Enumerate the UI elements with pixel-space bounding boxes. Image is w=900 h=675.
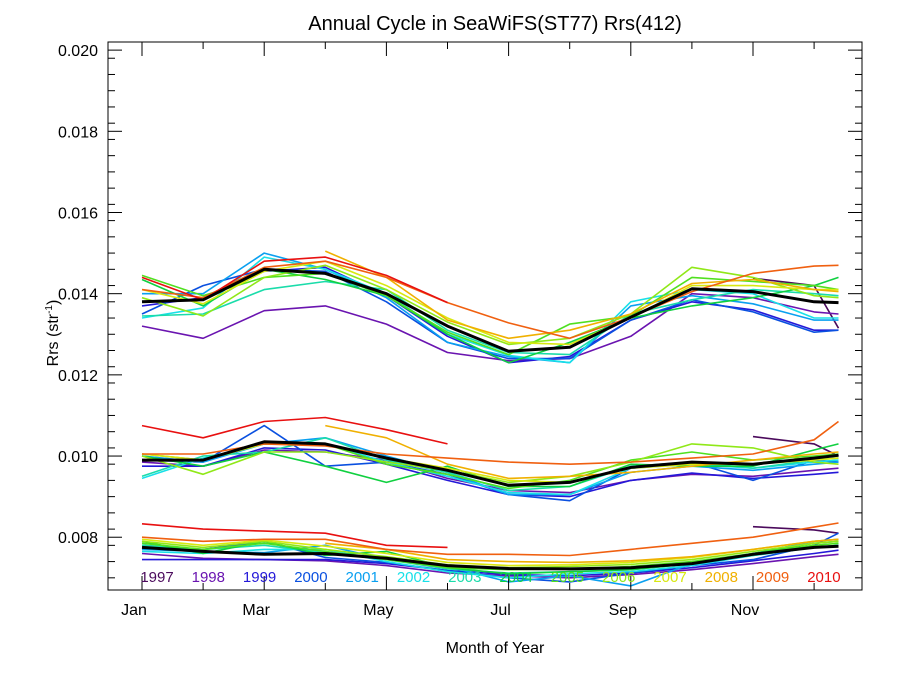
series-line-2009 <box>141 260 839 340</box>
series-line-2001 <box>142 252 839 364</box>
plot-border <box>107 41 863 591</box>
y-tick-label: 0.014 <box>58 287 98 304</box>
series-line-2010 <box>141 523 448 549</box>
series-line-1999 <box>142 549 839 577</box>
x-tick-label: Mar <box>242 602 270 619</box>
x-axis-label: Month of Year <box>446 640 545 657</box>
y-tick-label: 0.016 <box>58 205 98 222</box>
x-tick-label: Jan <box>121 602 147 619</box>
series-line-2006 <box>141 443 839 484</box>
legend-year-1997: 1997 <box>140 569 173 586</box>
mean-line <box>141 544 839 571</box>
series-line-2008 <box>325 538 839 564</box>
series-line-2009 <box>142 420 839 465</box>
y-tick-label: 0.012 <box>58 368 98 385</box>
y-tick-label: 0.020 <box>58 43 98 60</box>
y-tick-label: 0.018 <box>58 124 98 141</box>
plot-frame <box>107 41 863 591</box>
legend-year-2003: 2003 <box>448 569 481 586</box>
legend-year-2010: 2010 <box>807 569 840 586</box>
x-tick-label: May <box>363 602 393 619</box>
series-line-2010 <box>141 416 448 445</box>
legend-year-2008: 2008 <box>705 569 738 586</box>
series-line-2010 <box>141 256 448 304</box>
mean-line <box>141 267 839 353</box>
y-axis-label-exponent: -1 <box>44 305 55 314</box>
chart-title: Annual Cycle in SeaWiFS(ST77) Rrs(412) <box>308 13 681 35</box>
y-tick-label: 0.010 <box>58 449 98 466</box>
x-tick-label: Jul <box>490 602 510 619</box>
series-layer <box>141 250 840 587</box>
legend-year-2007: 2007 <box>653 569 686 586</box>
axis-ticks: 0.008 0.010 0.012 0.014 0.016 0.018 0.020 Jan Ma… <box>58 42 862 619</box>
series-line-2007 <box>141 260 839 346</box>
series-line-2008 <box>324 250 839 340</box>
legend-year-2000: 2000 <box>294 569 327 586</box>
legend-year-2001: 2001 <box>346 569 379 586</box>
series-line-2002 <box>141 256 839 364</box>
y-tick-label: 0.008 <box>58 530 98 547</box>
x-tick-label: Nov <box>731 602 759 619</box>
series-line-2009 <box>141 522 839 557</box>
legend-year-2002: 2002 <box>397 569 430 586</box>
mean-line <box>142 440 839 487</box>
legend-year-2005: 2005 <box>551 569 584 586</box>
y-axis-label: Rrs (str-1) <box>44 300 62 367</box>
legend-year-1999: 1999 <box>243 569 276 586</box>
legend-year-2004: 2004 <box>499 569 532 586</box>
y-axis-label-main: Rrs (str <box>45 313 62 366</box>
x-tick-label: Sep <box>609 602 638 619</box>
series-line-1997 <box>752 525 839 534</box>
legend-year-2006: 2006 <box>602 569 635 586</box>
y-axis-label-close: ) <box>45 300 62 305</box>
legend-year-1998: 1998 <box>192 569 225 586</box>
legend: 1997 1998 1999 2000 2001 2002 2003 2004 2005 2006… <box>140 569 840 586</box>
legend-year-2009: 2009 <box>756 569 789 586</box>
series-line-2006 <box>141 264 839 346</box>
series-line-1998 <box>141 292 839 362</box>
